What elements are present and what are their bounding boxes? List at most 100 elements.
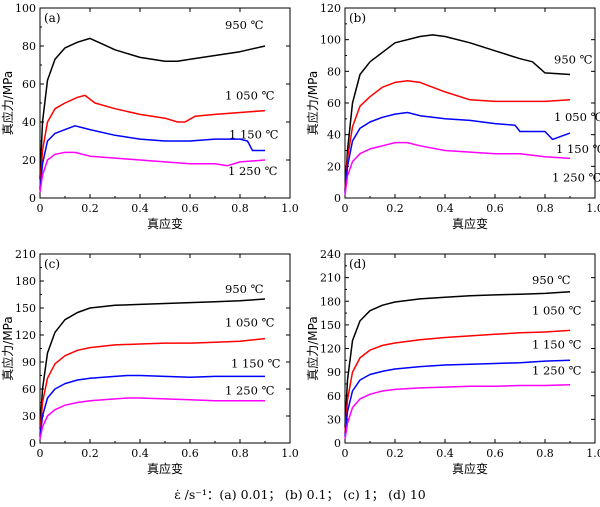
figure-caption: ε̇ /s⁻¹：(a) 0.01； (b) 0.1； (c) 1； (d) 10: [174, 487, 426, 502]
y-tick-label: 20: [327, 160, 341, 173]
series-label: 1 050 ℃: [532, 303, 582, 317]
panel-label: (d): [349, 257, 366, 271]
y-tick-label: 120: [320, 2, 341, 15]
series-label: 1 150 ℃: [229, 128, 279, 142]
y-axis-title: 真应力/MPa: [305, 71, 320, 135]
y-tick-label: 0: [29, 192, 36, 205]
y-tick-label: 90: [327, 366, 341, 379]
x-axis-title: 真应变: [147, 461, 183, 476]
x-tick-label: 0: [37, 447, 44, 460]
y-tick-label: 240: [320, 248, 341, 261]
y-tick-label: 150: [320, 319, 341, 332]
series-line-1: [344, 80, 571, 192]
x-tick-label: 0.2: [386, 447, 404, 460]
y-axis-title: 真应力/MPa: [305, 316, 320, 380]
x-tick-label: 0.6: [486, 202, 504, 215]
series-label: 1 150 ℃: [231, 356, 281, 370]
series-label: 1 150 ℃: [532, 337, 582, 351]
series-label: 1 050 ℃: [225, 89, 275, 103]
y-tick-label: 120: [15, 329, 36, 342]
x-tick-label: 0.6: [181, 447, 199, 460]
x-tick-label: 0.2: [81, 202, 99, 215]
y-axis-title: 真应力/MPa: [0, 71, 15, 135]
y-tick-label: 0: [334, 437, 341, 450]
series-line-1: [39, 337, 266, 435]
chart-panel-a: 0 0.2 0.4 0.6 0.8 1.0 0 20 40 60 80 100 真应变 真应力/MPa (a…: [0, 2, 299, 231]
y-tick-label: 100: [320, 34, 341, 47]
y-tick-label: 20: [22, 154, 36, 167]
x-tick-label: 0.6: [181, 202, 199, 215]
y-tick-label: 60: [22, 78, 36, 91]
chart-panel-d: 0 0.2 0.4 0.6 0.8 1.0 0 30 60 90 120 150 180 210 240 真应…: [305, 248, 600, 476]
x-tick-label: 0.4: [436, 202, 454, 215]
x-tick-label: 0.2: [81, 447, 99, 460]
series-line-0: [344, 291, 571, 428]
x-tick-label: 0.4: [436, 447, 454, 460]
series-label: 950 ℃: [225, 282, 264, 296]
y-tick-label: 60: [22, 383, 36, 396]
y-tick-label: 0: [334, 192, 341, 205]
x-tick-label: 0.2: [386, 202, 404, 215]
y-tick-label: 80: [22, 40, 36, 53]
panel-label: (a): [44, 11, 61, 25]
series-line-2: [39, 374, 265, 437]
x-tick-label: 1.0: [586, 447, 600, 460]
x-tick-label: 1.0: [281, 202, 299, 215]
y-tick-label: 180: [15, 275, 36, 288]
y-tick-label: 210: [15, 248, 36, 261]
series-line-1: [344, 329, 571, 434]
x-tick-label: 0: [342, 202, 349, 215]
y-tick-label: 60: [327, 390, 341, 403]
series-line-1: [39, 94, 266, 189]
y-tick-label: 0: [29, 437, 36, 450]
x-tick-label: 0.8: [536, 447, 554, 460]
series-label: 1 250 ℃: [225, 384, 275, 398]
x-tick-label: 1.0: [281, 447, 299, 460]
y-tick-label: 60: [327, 97, 341, 110]
x-tick-label: 0.8: [536, 202, 554, 215]
series-label: 950 ℃: [225, 18, 264, 32]
y-tick-label: 210: [320, 272, 341, 285]
series-line-2: [344, 359, 571, 437]
series-line-3: [39, 151, 266, 193]
series-line-0: [39, 37, 266, 180]
y-tick-label: 80: [327, 65, 341, 78]
x-axis-title: 真应变: [452, 216, 488, 231]
series-line-3: [344, 383, 571, 440]
y-tick-label: 30: [22, 410, 36, 423]
chart-panel-b: 0 0.2 0.4 0.6 0.8 1.0 0 20 40 60 80 100 120 真应变 真应力/MP…: [305, 2, 600, 231]
x-tick-label: 0: [342, 447, 349, 460]
x-tick-label: 0.8: [231, 202, 249, 215]
series-line-3: [39, 397, 265, 440]
y-tick-label: 120: [320, 343, 341, 356]
y-tick-label: 150: [15, 302, 36, 315]
x-tick-label: 1.0: [586, 202, 600, 215]
x-tick-label: 0: [37, 202, 44, 215]
y-tick-label: 30: [327, 413, 341, 426]
panel-label: (b): [349, 11, 366, 25]
series-label: 1 250 ℃: [228, 164, 278, 178]
x-tick-label: 0.4: [131, 447, 149, 460]
x-tick-label: 0.8: [231, 447, 249, 460]
y-tick-label: 90: [22, 356, 36, 369]
series-label: 1 050 ℃: [554, 110, 600, 124]
y-axis-title: 真应力/MPa: [0, 316, 15, 380]
x-tick-label: 0.4: [131, 202, 149, 215]
x-axis-title: 真应变: [147, 216, 183, 231]
series-label: 1 250 ℃: [532, 364, 582, 378]
series-label: 950 ℃: [532, 273, 571, 287]
panel-label: (c): [44, 257, 60, 271]
x-tick-label: 0.6: [486, 447, 504, 460]
x-axis-title: 真应变: [452, 461, 488, 476]
y-tick-label: 40: [22, 116, 36, 129]
series-line-3: [344, 141, 571, 195]
chart-panel-c: 0 0.2 0.4 0.6 0.8 1.0 0 30 60 90 120 150 180 210 真应变 真应…: [0, 248, 299, 476]
series-label: 1 150 ℃: [556, 142, 600, 156]
y-tick-label: 100: [15, 2, 36, 15]
series-line-0: [344, 34, 571, 191]
series-line-0: [39, 298, 266, 430]
y-tick-label: 40: [327, 129, 341, 142]
series-label: 1 250 ℃: [552, 170, 600, 184]
series-line-2: [39, 125, 265, 191]
